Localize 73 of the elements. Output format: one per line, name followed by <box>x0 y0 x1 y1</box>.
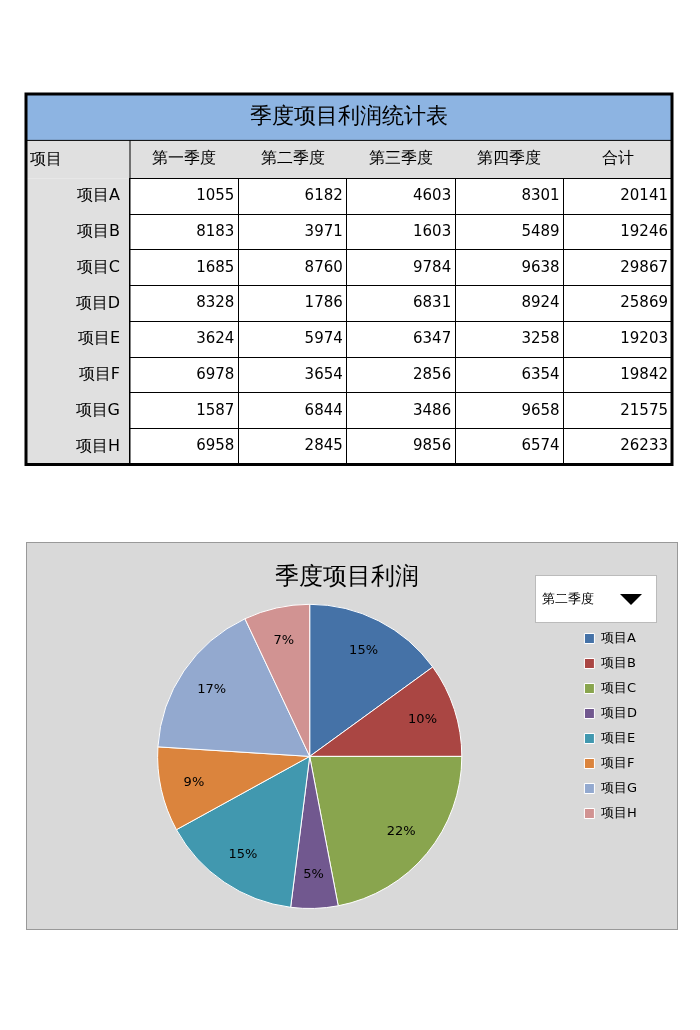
data-label: 1587 <box>196 400 235 419</box>
data-label: 2856 <box>413 364 452 383</box>
y-tick-label: 项目G <box>75 399 120 419</box>
data-label: 22% <box>386 823 416 839</box>
legend-label: 项目F <box>600 754 635 770</box>
y-tick-label: 项目D <box>75 292 120 312</box>
data-label: 7% <box>273 631 295 647</box>
text: 第二季度 <box>541 590 595 608</box>
data-label: 29867 <box>620 257 668 276</box>
data-label: 25869 <box>620 293 668 312</box>
data-label: 5974 <box>304 329 343 348</box>
data-label: 10% <box>408 711 437 727</box>
data-label: 6844 <box>304 400 343 419</box>
data-label: 3654 <box>304 364 343 383</box>
data-label: 6574 <box>521 436 560 455</box>
data-label: 1786 <box>304 293 343 312</box>
data-label: 9% <box>183 773 205 789</box>
y-tick-label: 项目C <box>76 256 120 276</box>
chart-title: 季度项目利润统计表 <box>250 102 448 128</box>
data-label: 1685 <box>196 257 235 276</box>
x-tick-label: 第二季度 <box>260 147 325 167</box>
data-label: 3971 <box>304 221 343 240</box>
y-tick-label: 项目A <box>77 185 121 205</box>
data-label: 26233 <box>620 436 668 455</box>
data-label: 6831 <box>413 293 452 312</box>
data-label: 9638 <box>521 257 560 276</box>
data-label: 19246 <box>620 221 668 240</box>
data-label: 15% <box>349 642 379 658</box>
legend-label: 项目A <box>600 629 636 645</box>
data-label: 6182 <box>304 186 343 205</box>
x-tick-label: 第四季度 <box>477 147 542 167</box>
chart-title: 季度项目利润 <box>275 561 419 590</box>
legend-label: 项目E <box>600 729 636 745</box>
data-label: 6347 <box>413 329 452 348</box>
data-label: 3486 <box>413 400 452 419</box>
y-axis-title: 项目 <box>30 148 62 168</box>
x-tick-label: 第一季度 <box>152 147 217 167</box>
legend-label: 项目G <box>600 779 637 795</box>
legend-label: 项目B <box>600 654 636 670</box>
data-label: 5489 <box>521 221 560 240</box>
data-label: 4603 <box>413 186 452 205</box>
data-label: 9658 <box>521 400 560 419</box>
data-label: 3258 <box>521 329 560 348</box>
y-tick-label: 项目F <box>78 364 120 384</box>
data-label: 6958 <box>196 436 235 455</box>
data-label: 9784 <box>413 257 452 276</box>
data-label: 6354 <box>521 364 560 383</box>
legend-label: 项目D <box>600 704 637 720</box>
data-label: 8760 <box>304 257 343 276</box>
x-tick-label: 合计 <box>601 147 634 167</box>
data-label: 3624 <box>196 329 235 348</box>
data-label: 8183 <box>196 221 235 240</box>
data-label: 19203 <box>620 329 668 348</box>
data-label: 6978 <box>196 364 235 383</box>
data-label: 9856 <box>413 436 452 455</box>
data-label: 5% <box>303 866 324 882</box>
data-label: 19842 <box>620 364 668 383</box>
y-tick-label: 项目H <box>75 435 120 455</box>
x-tick-label: 第三季度 <box>369 147 433 167</box>
legend-label: 项目H <box>600 804 637 820</box>
y-tick-label: 项目B <box>77 221 120 241</box>
data-label: 20141 <box>620 186 668 205</box>
data-label: 1055 <box>196 186 235 205</box>
legend-label: 项目C <box>600 679 636 695</box>
y-tick-label: 项目E <box>77 328 120 348</box>
data-label: 8301 <box>521 186 560 205</box>
data-label: 2845 <box>304 436 343 455</box>
data-label: 1603 <box>413 221 452 240</box>
data-label: 8924 <box>521 293 560 312</box>
data-label: 8328 <box>196 293 235 312</box>
data-label: 15% <box>228 845 258 861</box>
data-label: 21575 <box>620 400 668 419</box>
data-label: 17% <box>197 681 227 697</box>
